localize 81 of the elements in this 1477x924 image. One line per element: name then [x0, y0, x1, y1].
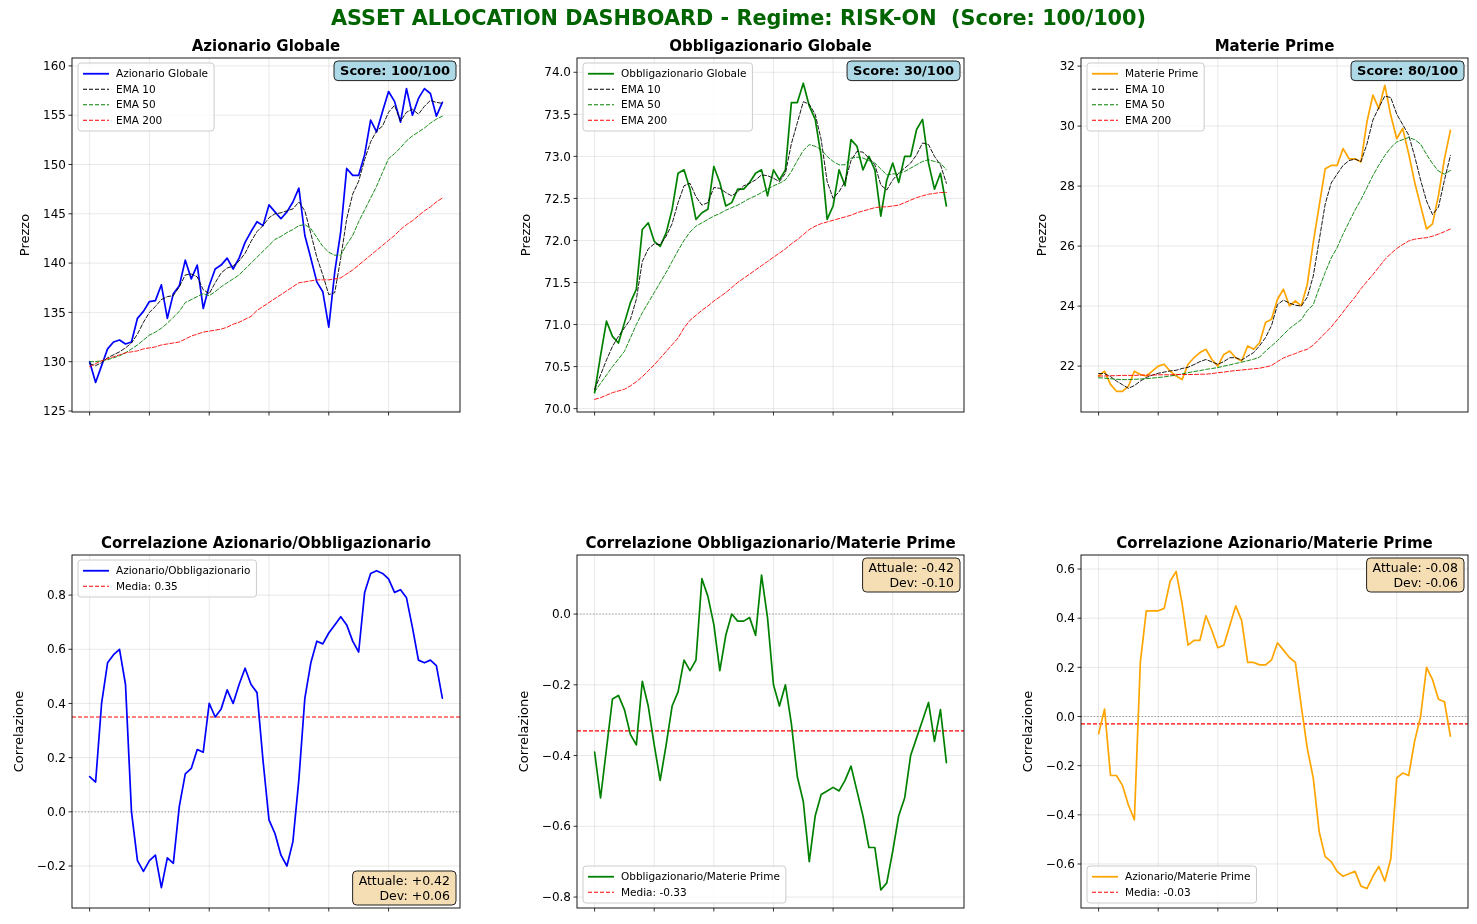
y-tick-label: 22 — [1059, 359, 1075, 374]
legend-label: EMA 200 — [116, 113, 163, 126]
legend-label: EMA 200 — [621, 113, 668, 126]
y-tick-label: 0.2 — [1055, 660, 1075, 675]
y-tick-label: 71.5 — [544, 275, 571, 290]
y-tick-label: 30 — [1059, 119, 1075, 134]
legend-label: EMA 50 — [1125, 98, 1165, 111]
y-axis-title: Correlazione — [1019, 690, 1035, 773]
chart-title: Azionario Globale — [191, 37, 341, 55]
y-tick-label: 0.0 — [1055, 709, 1075, 724]
legend-label: Materie Prime — [1125, 67, 1199, 80]
chart-title: Correlazione Azionario/Obbligazionario — [101, 534, 431, 552]
y-tick-label: 73.0 — [544, 149, 571, 164]
legend-label: Azionario/Materie Prime — [1125, 870, 1251, 883]
legend-label: Obbligazionario/Materie Prime — [621, 870, 780, 883]
y-tick-label: 0.4 — [46, 696, 66, 711]
text: ASSET ALLOCATION DASHBOARD - Regime: RISK-ON (Score: 100/100) — [330, 6, 1147, 30]
y-tick-label: 70.5 — [544, 359, 571, 374]
annotation: Dev: -0.06 — [1393, 574, 1459, 590]
annotation: Attuale: -0.42 — [868, 559, 954, 575]
y-tick-label: 160 — [43, 59, 66, 74]
y-tick-label: −0.2 — [36, 859, 66, 874]
y-tick-label: −0.4 — [1045, 808, 1075, 823]
y-tick-label: 0.0 — [46, 805, 66, 820]
y-tick-label: 155 — [43, 108, 66, 123]
y-tick-label: 0.0 — [551, 607, 571, 622]
y-axis-title: Correlazione — [10, 690, 26, 773]
annotation: Attuale: -0.08 — [1372, 559, 1459, 575]
y-tick-label: 125 — [43, 404, 66, 419]
chart-title: Correlazione Azionario/Materie Prime — [1116, 534, 1433, 552]
legend-label: EMA 10 — [116, 82, 156, 95]
annotation: Dev: +0.06 — [379, 887, 451, 903]
y-tick-label: −0.2 — [1045, 758, 1075, 773]
chart-title: Correlazione Obbligazionario/Materie Prime — [585, 534, 956, 552]
y-tick-label: 140 — [43, 256, 66, 271]
y-tick-label: 130 — [43, 354, 66, 369]
legend-label: EMA 50 — [116, 98, 156, 111]
y-tick-label: 71.0 — [544, 317, 571, 332]
annotation: Score: 30/100 — [853, 63, 954, 79]
y-tick-label: 70.0 — [544, 401, 571, 416]
y-tick-label: 0.8 — [46, 588, 66, 603]
y-tick-label: 145 — [43, 207, 66, 221]
y-tick-label: −0.6 — [1045, 857, 1075, 872]
y-tick-label: 73.5 — [544, 107, 571, 122]
y-axis-title: Correlazione — [515, 690, 531, 773]
legend-label: Media: 0.35 — [116, 579, 178, 592]
y-tick-label: −0.8 — [541, 890, 571, 905]
annotation: Score: 80/100 — [1357, 63, 1458, 79]
annotation: Dev: -0.10 — [889, 574, 955, 590]
legend-label: Obbligazionario Globale — [621, 67, 747, 80]
y-tick-label: 135 — [43, 305, 66, 320]
y-tick-label: 74.0 — [544, 65, 571, 80]
y-tick-label: 0.4 — [1055, 611, 1075, 626]
y-tick-label: 72.5 — [544, 191, 571, 206]
y-tick-label: 32 — [1059, 59, 1075, 74]
legend-label: Media: -0.03 — [1125, 885, 1191, 898]
legend-label: EMA 50 — [621, 98, 661, 111]
y-tick-label: −0.6 — [541, 819, 571, 834]
y-axis-title: Prezzo — [518, 213, 534, 257]
chart-title: Materie Prime — [1214, 37, 1335, 55]
legend-label: EMA 200 — [1125, 113, 1172, 126]
y-tick-label: 0.6 — [1055, 562, 1075, 577]
legend-label: Azionario Globale — [116, 67, 209, 80]
y-tick-label: 72.0 — [544, 233, 571, 248]
y-tick-label: 150 — [43, 157, 66, 172]
y-tick-label: 0.2 — [46, 750, 66, 765]
y-tick-label: 28 — [1059, 179, 1075, 194]
y-tick-label: 0.6 — [46, 642, 66, 657]
legend-label: EMA 10 — [1125, 82, 1165, 95]
y-axis-title: Prezzo — [1033, 213, 1049, 257]
y-tick-label: −0.4 — [541, 748, 571, 763]
y-tick-label: 24 — [1059, 299, 1075, 314]
annotation: Score: 100/100 — [340, 63, 450, 79]
y-tick-label: 26 — [1059, 239, 1075, 254]
chart-title: Obbligazionario Globale — [669, 37, 872, 55]
annotation: Attuale: +0.42 — [358, 872, 450, 888]
legend-label: Media: -0.33 — [621, 885, 687, 898]
legend-label: Azionario/Obbligazionario — [116, 564, 251, 577]
y-tick-label: −0.2 — [541, 678, 571, 693]
y-axis-title: Prezzo — [17, 213, 33, 257]
legend-label: EMA 10 — [621, 82, 661, 95]
